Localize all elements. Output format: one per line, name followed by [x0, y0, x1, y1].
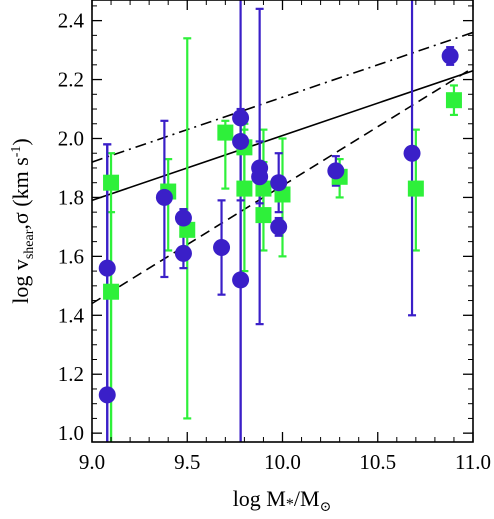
- square-marker: [407, 180, 424, 197]
- circle-marker: [213, 239, 231, 257]
- circle-marker: [232, 271, 250, 289]
- y-tick-label: 1.4: [58, 303, 85, 327]
- square-marker: [103, 174, 120, 191]
- square-marker: [236, 180, 253, 197]
- y-tick-label: 2.2: [58, 68, 84, 92]
- data-markers: [98, 47, 462, 404]
- square-marker: [255, 207, 272, 224]
- y-tick-label: 2.4: [58, 9, 85, 33]
- y-tick-label: 1.8: [58, 185, 84, 209]
- circle-marker: [174, 244, 192, 262]
- x-tick-label: 9.0: [79, 450, 105, 474]
- fit-line-dash-dot: [92, 31, 473, 163]
- circle-marker: [441, 47, 459, 65]
- square-marker: [103, 283, 120, 300]
- circle-marker: [327, 162, 345, 180]
- x-tick-label: 10.5: [359, 450, 396, 474]
- x-tick-label: 10.0: [264, 450, 301, 474]
- circle-marker: [270, 218, 288, 236]
- circle-marker: [98, 259, 116, 277]
- y-tick-label: 2.0: [58, 126, 84, 150]
- circle-marker: [232, 109, 250, 127]
- circle-marker: [232, 132, 250, 150]
- x-tick-label: 11.0: [455, 450, 491, 474]
- x-tick-label: 9.5: [174, 450, 200, 474]
- plot-frame: [91, 0, 474, 443]
- circle-marker: [403, 144, 421, 162]
- y-tick-label: 1.6: [58, 244, 84, 268]
- y-axis-title: log vshear,σ (km s-1): [8, 138, 37, 304]
- y-tick-label: 1.0: [58, 421, 84, 445]
- tick-labels: 9.0 9.5 10.0 10.5 11.0 1.0 1.2 1.4 1.6 1.8 2.0 2.2 2…: [58, 9, 491, 474]
- fit-line-solid: [92, 69, 473, 202]
- circle-marker: [155, 188, 173, 206]
- square-marker: [217, 124, 234, 141]
- circle-marker: [98, 386, 116, 404]
- circle-marker: [270, 174, 288, 192]
- y-tick-label: 1.2: [58, 362, 84, 386]
- circle-marker: [174, 209, 192, 227]
- circle-marker: [251, 168, 269, 186]
- square-marker: [445, 92, 462, 109]
- x-axis-title: log M*/M⊙: [233, 486, 332, 515]
